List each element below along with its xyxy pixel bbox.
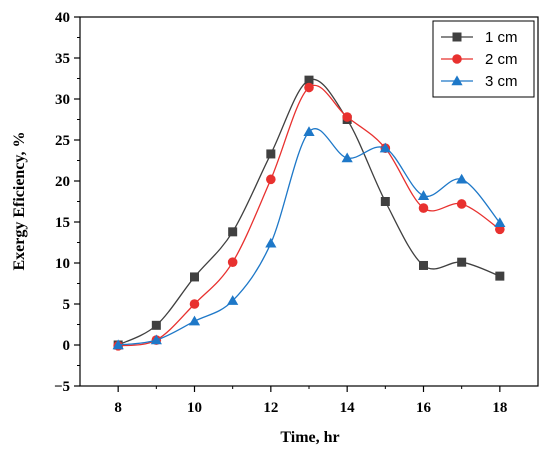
data-point-3-cm [494, 217, 506, 228]
data-point-2-cm [456, 199, 467, 209]
legend-label: 2 cm [485, 51, 518, 68]
legend-marker [451, 75, 463, 86]
data-point-2-cm [227, 257, 238, 267]
y-tick-label: 25 [55, 133, 70, 149]
axes-layer: −5 0 5 10 15 20 25 30 35 40 8 10 12 14 16 18 [54, 10, 507, 416]
y-tick-label: 10 [55, 256, 70, 272]
data-point-3-cm [456, 173, 468, 184]
x-tick-label: 18 [492, 400, 507, 416]
y-tick-label: 5 [63, 297, 71, 313]
y-tick-label: 35 [55, 51, 70, 67]
x-axis-title: Time, hr [280, 429, 339, 446]
data-point-3-cm [303, 126, 315, 136]
y-tick-label: 40 [55, 10, 70, 26]
legend-marker [452, 32, 462, 42]
series-3-cm [112, 126, 506, 350]
y-tick-label: 30 [55, 92, 70, 108]
series-line-2-cm [118, 84, 501, 347]
x-tick-label: 14 [340, 400, 356, 416]
series-line-1-cm [117, 78, 501, 346]
data-point-2-cm [418, 203, 429, 213]
data-point-1-cm [151, 320, 161, 330]
data-point-1-cm [266, 149, 276, 159]
data-point-1-cm [380, 197, 390, 206]
legend-label: 1 cm [485, 29, 518, 46]
data-point-3-cm [150, 334, 162, 345]
data-point-2-cm [266, 174, 276, 185]
y-tick-label: 20 [55, 174, 70, 190]
x-tick-label: 12 [263, 400, 278, 416]
series-2-cm [113, 82, 505, 351]
data-point-3-cm [188, 315, 201, 326]
series-layer [112, 75, 506, 351]
data-point-3-cm [112, 339, 124, 350]
data-point-1-cm [495, 271, 505, 281]
data-point-1-cm [228, 227, 238, 237]
y-tick-label: −5 [54, 379, 70, 395]
data-point-3-cm [417, 190, 430, 200]
y-tick-label: 0 [63, 338, 71, 354]
data-point-1-cm [304, 75, 314, 85]
legend-label: 3 cm [485, 73, 518, 90]
data-point-1-cm [419, 260, 428, 270]
data-point-1-cm [457, 257, 467, 267]
x-tick-label: 16 [416, 400, 432, 416]
data-point-1-cm [190, 272, 199, 282]
data-point-3-cm [341, 152, 353, 163]
x-tick-label: 8 [114, 400, 122, 416]
series-line-3-cm [118, 128, 501, 346]
data-point-2-cm [304, 82, 314, 93]
y-axis-title: Exergy Eficiency, % [11, 131, 28, 270]
data-point-3-cm [227, 295, 239, 305]
x-tick-label: 10 [187, 400, 202, 416]
data-point-2-cm [342, 112, 352, 122]
data-point-3-cm [379, 142, 391, 153]
y-tick-label: 15 [55, 215, 70, 231]
data-point-2-cm [189, 299, 200, 309]
series-1-cm [113, 75, 505, 350]
data-point-3-cm [265, 237, 277, 248]
legend-marker [452, 54, 462, 64]
legend: 1 cm 2 cm 3 cm [432, 20, 535, 98]
